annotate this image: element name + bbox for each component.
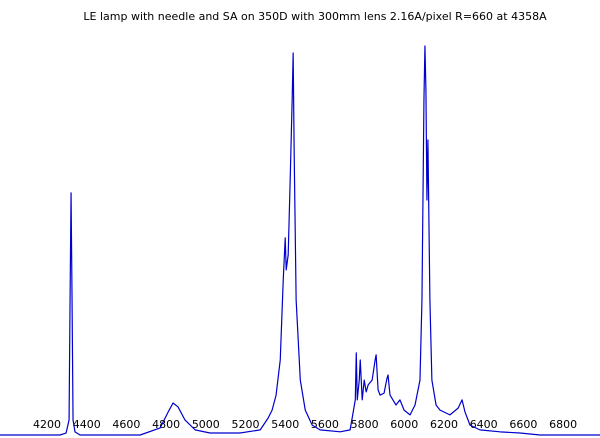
x-tick-label: 4600 [112,418,140,431]
x-tick-label: 6200 [430,418,458,431]
x-tick-label: 6600 [509,418,537,431]
x-tick-label: 5800 [351,418,379,431]
x-tick-label: 4200 [33,418,61,431]
spectrum-line [0,45,600,436]
x-tick-label: 6800 [549,418,577,431]
x-tick-label: 5400 [271,418,299,431]
x-tick-label: 4400 [73,418,101,431]
x-tick-label: 5000 [192,418,220,431]
x-tick-label: 6000 [390,418,418,431]
chart-title: LE lamp with needle and SA on 350D with … [83,10,547,23]
x-tick-label: 5200 [232,418,260,431]
x-tick-label: 5600 [311,418,339,431]
x-tick-label: 6400 [470,418,498,431]
